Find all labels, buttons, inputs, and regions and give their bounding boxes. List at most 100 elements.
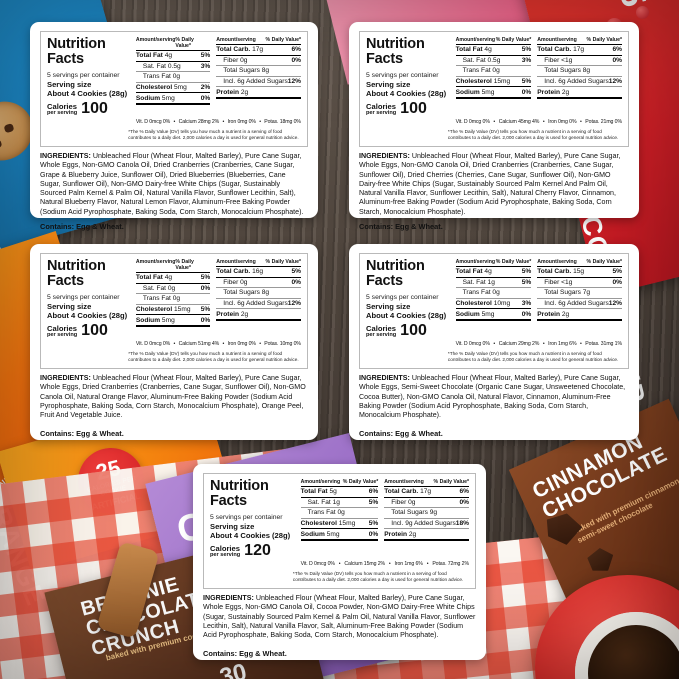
ingredients-label: INGREDIENTS: — [359, 152, 410, 161]
nutrient-name: Incl. 6g Added Sugars — [223, 78, 288, 86]
nutrient-row: Protein 2g — [537, 309, 622, 321]
daily-value: 0% — [612, 278, 622, 286]
nutrition-summary: Nutrition Facts 5 servings per container Se… — [366, 259, 456, 339]
micronutrient: Potas. 72mg 2% — [432, 560, 469, 567]
nutrition-facts-panel: Nutrition Facts 5 servings per container Se… — [40, 253, 308, 370]
dv-header: % Daily Value* — [265, 37, 301, 43]
nutrient-name: Trans Fat — [462, 289, 491, 297]
ingredients-label: INGREDIENTS: — [203, 594, 254, 603]
serving-size-value: About 4 Cookies (28g) — [47, 88, 128, 98]
nutrient-row: Sodium 5mg 0% — [455, 309, 532, 321]
dv-header: % Daily Value* — [586, 259, 622, 265]
calories-label: Calories per serving — [47, 102, 78, 116]
micronutrient: Calcium 29mg 2% — [498, 340, 540, 347]
daily-value: 6% — [612, 46, 622, 54]
nutrient-column: Amount/serving % Daily Value* Total Carb. … — [537, 259, 622, 321]
nutrient-name: Trans Fat — [307, 509, 336, 517]
ingredients-text: INGREDIENTS: Unbleached Flour (Wheat Flo… — [40, 374, 306, 420]
nutrient-table: Amount/serving% Daily Value* Total Fat 4g… — [135, 259, 301, 327]
nutrient-column: Amount/serving % Daily Value* Total Carb. … — [216, 37, 301, 105]
nutrient-table: Amount/serving% Daily Value* Total Fat 4g… — [455, 259, 622, 321]
nutrient-name: Total Fat — [455, 268, 483, 276]
daily-value: 5% — [200, 274, 211, 282]
ingredients-label: INGREDIENTS: — [40, 152, 91, 161]
nutrient-amount: 2g — [240, 310, 249, 318]
serving-size-label: Serving size — [47, 79, 92, 89]
serving-size-label: Serving size — [366, 79, 411, 89]
allergen-contains-statement: Contains: Egg & Wheat. — [359, 221, 443, 231]
nutrient-row: Sat. Fat 0g 0% — [135, 284, 211, 295]
servings-per-container: 5 servings per container — [366, 293, 439, 301]
calories-value: 100 — [81, 322, 108, 340]
dv-header: % Daily Value* — [175, 259, 194, 271]
nutrient-amount: 0g — [172, 73, 181, 81]
serving-size-value: About 4 Cookies (28g) — [366, 310, 447, 320]
nutrient-column: Amount/serving% Daily Value* Total Fat 4g… — [455, 37, 532, 99]
nutrient-row: Trans Fat 0g — [455, 66, 532, 77]
nutrient-row: Incl. 6g Added Sugars 12% — [216, 77, 301, 88]
nutrient-amount: 15mg — [493, 78, 511, 86]
nutrient-amount: 2g — [561, 310, 570, 318]
nutrient-name: Sodium — [455, 88, 480, 96]
nutrient-amount: 0g — [408, 498, 416, 506]
dv-header: % Daily Value* — [175, 37, 194, 49]
nutrient-column-header: Amount/serving % Daily Value* — [537, 259, 622, 267]
daily-value: 5% — [291, 268, 301, 276]
nutrient-amount: 5mg — [481, 310, 495, 318]
nutrition-facts-card-cranberry-orange: Nutrition Facts 5 servings per container Se… — [30, 244, 318, 440]
micronutrient-separator: • — [259, 340, 261, 347]
nutrient-name: Cholesterol — [455, 78, 492, 86]
micronutrient: Vit. D 0mcg 0% — [135, 340, 171, 347]
nutrient-amount: 15mg — [174, 306, 191, 314]
micronutrient-row: Vit. D 0mcg 0% • Calcium 29mg 2% • Iron 1mg … — [456, 338, 622, 347]
daily-value-footnote: *The % Daily Value (DV) tells you how mu… — [128, 350, 299, 363]
dv-header: % Daily Value* — [433, 479, 469, 485]
micronutrient-separator: • — [173, 118, 176, 125]
daily-value: 0% — [521, 310, 532, 318]
nutrient-column: Amount/serving% Daily Value* Total Fat 4g… — [455, 259, 532, 321]
calories-row: Calories per serving 100 — [366, 323, 450, 339]
nutrient-row: Total Fat 5g 6% — [300, 487, 379, 498]
amount-header: Amount/serving — [455, 37, 496, 43]
micronutrient-separator: • — [222, 340, 225, 347]
nutrient-column-header: Amount/serving % Daily Value* — [384, 479, 469, 487]
amount-header: Amount/serving — [300, 479, 341, 485]
serving-size-label: Serving size — [210, 521, 255, 531]
nutrient-name: Protein — [216, 310, 239, 318]
nutrient-row: Sat. Fat 1g 5% — [300, 498, 379, 509]
nutrient-amount: 10mg — [493, 300, 511, 308]
allergen-contains-statement: Contains: Egg & Wheat. — [359, 429, 443, 439]
dv-header: % Daily Value* — [495, 37, 532, 43]
micronutrient: Vit. D 0mcg 0% — [455, 340, 490, 347]
amount-header: Amount/serving — [537, 37, 577, 43]
nutrient-row: Protein 2g — [216, 309, 301, 321]
nutrient-name: Total Fat — [135, 52, 163, 60]
nutrition-facts-panel: Nutrition Facts 5 servings per container Se… — [203, 473, 476, 590]
nutrition-facts-card-cinnamon-chocolate: Nutrition Facts 5 servings per container Se… — [349, 244, 639, 440]
nutrient-name: Sat. Fat — [142, 62, 166, 70]
daily-value: 5% — [521, 46, 532, 54]
nutrient-amount: 8g — [261, 67, 270, 75]
servings-per-container: 5 servings per container — [47, 293, 120, 301]
daily-value-footnote: *The % Daily Value (DV) tells you how mu… — [447, 350, 619, 363]
nutrient-name: Total Fat — [300, 488, 328, 496]
nutrient-name: Protein — [216, 88, 239, 96]
daily-value: 5% — [368, 498, 379, 506]
calories-row: Calories per serving 100 — [47, 322, 130, 340]
nutrient-name: Total Fat — [455, 46, 483, 54]
calories-row: Calories per serving 100 — [366, 101, 450, 117]
serving-size-label: Serving size — [47, 301, 92, 311]
daily-value-footnote: *The % Daily Value (DV) tells you how mu… — [128, 128, 299, 141]
calories-label: Calories per serving — [366, 102, 397, 116]
daily-value: 3% — [521, 300, 532, 308]
nutrient-name: Sodium — [300, 530, 325, 538]
micronutrient: Vit. D 0mcg 0% — [300, 560, 335, 567]
nutrient-name: Protein — [537, 88, 560, 96]
dv-header: % Daily Value* — [586, 37, 622, 43]
micronutrient: Calcium 28mg 2% — [178, 118, 220, 125]
nutrient-row: Total Sugars 7g — [537, 288, 622, 299]
nutrient-amount: 0g — [492, 67, 500, 75]
micronutrient-separator: • — [426, 560, 429, 567]
daily-value: 6% — [291, 46, 301, 54]
